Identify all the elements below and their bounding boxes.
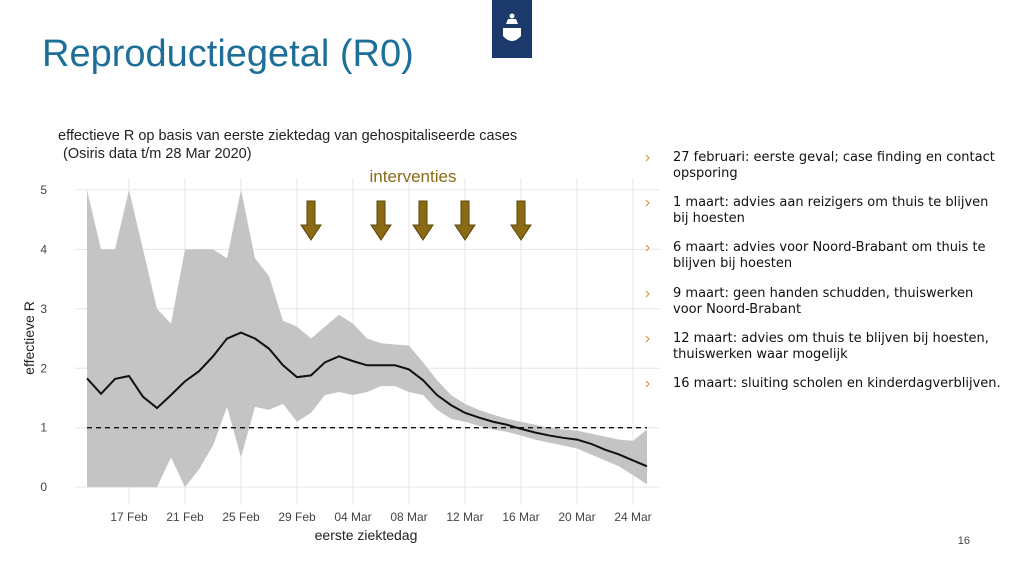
- y-tick-label: 0: [40, 480, 47, 494]
- bullet-text: 6 maart: advies voor Noord-Brabant om th…: [673, 240, 986, 271]
- bullet-text: 1 maart: advies aan reizigers om thuis t…: [673, 195, 989, 226]
- x-axis-label: eerste ziektedag: [315, 527, 418, 543]
- slide-title: Reproductiegetal (R0): [42, 33, 414, 75]
- x-tick-label: 04 Mar: [334, 510, 371, 524]
- y-tick-label: 2: [40, 361, 47, 375]
- intervention-arrow: [510, 200, 532, 241]
- y-axis-label: effectieve R: [21, 301, 37, 375]
- y-tick-label: 5: [40, 183, 47, 197]
- bullet-chevron: [645, 244, 650, 252]
- bullet-text: 9 maart: geen handen schudden, thuiswerk…: [673, 286, 974, 317]
- bullet-chevron: [645, 335, 650, 343]
- intervention-arrow: [300, 200, 322, 241]
- x-tick-label: 16 Mar: [502, 510, 539, 524]
- intervention-arrow: [412, 200, 434, 241]
- bullet-chevron: [645, 380, 650, 388]
- x-tick-label: 20 Mar: [558, 510, 595, 524]
- annotation: interventies: [370, 167, 457, 186]
- bullet-text: 16 maart: sluiting scholen en kinderdagv…: [673, 376, 1001, 391]
- x-tick-label: 08 Mar: [390, 510, 427, 524]
- y-tick-label: 4: [40, 242, 47, 256]
- bullet-chevron: [645, 290, 650, 298]
- logo: [492, 0, 532, 58]
- chart-subtitle: (Osiris data t/m 28 Mar 2020): [63, 146, 252, 162]
- r-line: [86, 331, 648, 468]
- page-number: 16: [958, 535, 970, 547]
- x-tick-label: 25 Feb: [222, 510, 260, 524]
- x-tick-label: 29 Feb: [278, 510, 316, 524]
- y-tick-label: 3: [40, 302, 47, 316]
- x-tick-label: 21 Feb: [166, 510, 204, 524]
- intervention-arrow: [454, 200, 476, 241]
- bullet-text: 12 maart: advies om thuis te blijven bij…: [673, 331, 989, 362]
- bullet-text: 27 februari: eerste geval; case finding …: [673, 150, 995, 181]
- bullet-chevron: [645, 199, 650, 207]
- chart-title: effectieve R op basis van eerste ziekted…: [58, 128, 517, 144]
- bullet-chevron: [645, 154, 650, 162]
- x-tick-label: 24 Mar: [614, 510, 651, 524]
- x-tick-label: 17 Feb: [110, 510, 148, 524]
- confidence-band: [87, 189, 647, 488]
- x-tick-label: 12 Mar: [446, 510, 483, 524]
- y-tick-label: 1: [40, 421, 47, 435]
- intervention-arrow: [370, 200, 392, 241]
